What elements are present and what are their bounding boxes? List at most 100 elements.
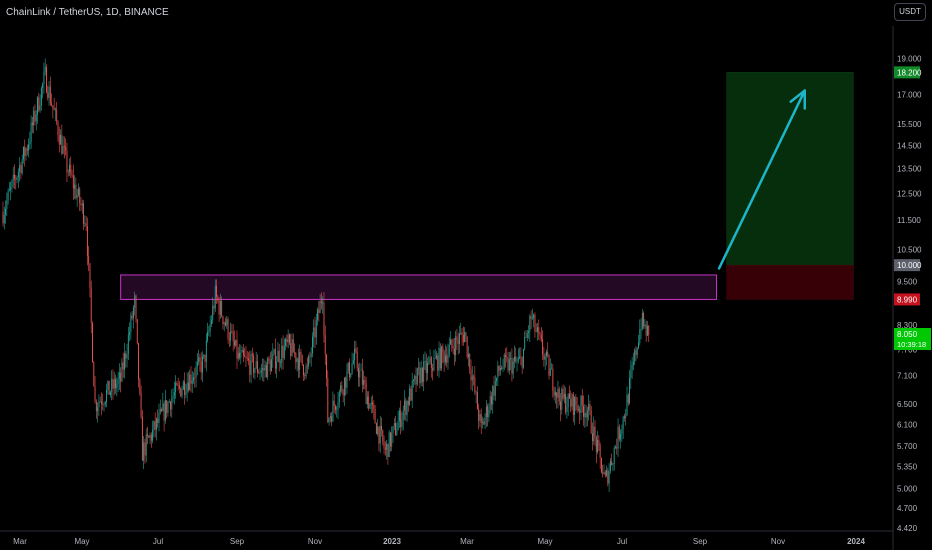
candle[interactable] — [635, 349, 637, 356]
candle[interactable] — [177, 385, 179, 386]
candle[interactable] — [277, 350, 279, 362]
candle[interactable] — [159, 409, 161, 413]
candle[interactable] — [251, 354, 253, 356]
candle[interactable] — [379, 425, 381, 444]
candle[interactable] — [77, 188, 79, 196]
candle[interactable] — [242, 349, 244, 356]
candle[interactable] — [21, 159, 23, 174]
candle[interactable] — [443, 352, 445, 363]
candle[interactable] — [501, 367, 503, 369]
candle[interactable] — [491, 396, 492, 405]
candle[interactable] — [620, 433, 622, 440]
candle[interactable] — [248, 358, 249, 361]
candle[interactable] — [136, 319, 138, 344]
candle[interactable] — [196, 362, 198, 367]
candle[interactable] — [132, 307, 134, 319]
candle[interactable] — [526, 332, 528, 338]
candle[interactable] — [323, 302, 325, 335]
candle[interactable] — [315, 320, 317, 338]
candle[interactable] — [2, 211, 4, 224]
candle[interactable] — [450, 339, 451, 345]
candle[interactable] — [233, 341, 235, 346]
candle[interactable] — [508, 359, 510, 371]
candle[interactable] — [17, 171, 19, 178]
candle[interactable] — [144, 442, 146, 456]
candle[interactable] — [327, 378, 329, 423]
candle[interactable] — [168, 401, 170, 403]
candle[interactable] — [575, 397, 577, 406]
candle[interactable] — [543, 354, 545, 360]
candle[interactable] — [85, 223, 87, 227]
candle[interactable] — [320, 300, 322, 304]
candle[interactable] — [98, 402, 100, 408]
candle[interactable] — [474, 377, 476, 393]
candle[interactable] — [171, 398, 173, 410]
candle[interactable] — [522, 348, 524, 368]
candle[interactable] — [584, 412, 586, 418]
candle[interactable] — [218, 300, 220, 315]
candle[interactable] — [52, 105, 54, 109]
candle[interactable] — [175, 383, 177, 393]
candle[interactable] — [556, 392, 558, 398]
candle[interactable] — [560, 401, 561, 410]
candle[interactable] — [76, 195, 78, 199]
candle[interactable] — [634, 349, 636, 362]
candle[interactable] — [520, 356, 522, 358]
candle[interactable] — [333, 400, 335, 406]
candle[interactable] — [433, 358, 435, 371]
candle[interactable] — [129, 332, 131, 335]
candle[interactable] — [539, 333, 541, 335]
candle[interactable] — [170, 401, 171, 410]
candle[interactable] — [465, 332, 467, 337]
candle[interactable] — [329, 416, 331, 419]
profit-target-zone[interactable] — [726, 72, 854, 266]
candle[interactable] — [469, 353, 471, 370]
candle[interactable] — [410, 388, 412, 401]
candle[interactable] — [102, 404, 104, 405]
candle[interactable] — [31, 122, 33, 126]
candle[interactable] — [483, 421, 485, 425]
candle[interactable] — [20, 165, 22, 174]
candle[interactable] — [456, 336, 458, 341]
candle[interactable] — [631, 364, 633, 372]
candle[interactable] — [482, 421, 483, 423]
candle[interactable] — [488, 409, 490, 418]
candle[interactable] — [400, 410, 402, 428]
candle[interactable] — [205, 340, 207, 362]
candle[interactable] — [606, 470, 607, 476]
candle[interactable] — [617, 426, 619, 449]
candle[interactable] — [66, 150, 68, 172]
candle[interactable] — [599, 445, 601, 458]
candle[interactable] — [538, 327, 540, 334]
candle[interactable] — [579, 409, 581, 413]
candle[interactable] — [237, 352, 239, 359]
candle[interactable] — [84, 223, 86, 225]
candle[interactable] — [99, 401, 101, 403]
candle[interactable] — [630, 371, 632, 378]
candle[interactable] — [389, 432, 391, 447]
candle[interactable] — [427, 363, 428, 373]
candle[interactable] — [377, 426, 379, 434]
candle[interactable] — [554, 392, 556, 396]
candle[interactable] — [72, 175, 74, 189]
candle[interactable] — [124, 353, 125, 370]
candle[interactable] — [567, 393, 569, 408]
candle[interactable] — [281, 345, 283, 363]
candle[interactable] — [549, 368, 551, 376]
candle[interactable] — [511, 357, 513, 374]
candle[interactable] — [7, 190, 9, 201]
candle[interactable] — [241, 349, 243, 353]
candle[interactable] — [442, 346, 444, 353]
candle[interactable] — [409, 388, 411, 405]
candle[interactable] — [503, 354, 505, 368]
candle[interactable] — [331, 416, 333, 422]
candle[interactable] — [34, 110, 36, 122]
candle[interactable] — [618, 426, 620, 440]
candle[interactable] — [232, 332, 234, 342]
candle[interactable] — [441, 346, 443, 369]
candle[interactable] — [92, 322, 93, 362]
candle[interactable] — [108, 380, 110, 395]
candle[interactable] — [375, 423, 377, 434]
candle[interactable] — [258, 372, 260, 374]
